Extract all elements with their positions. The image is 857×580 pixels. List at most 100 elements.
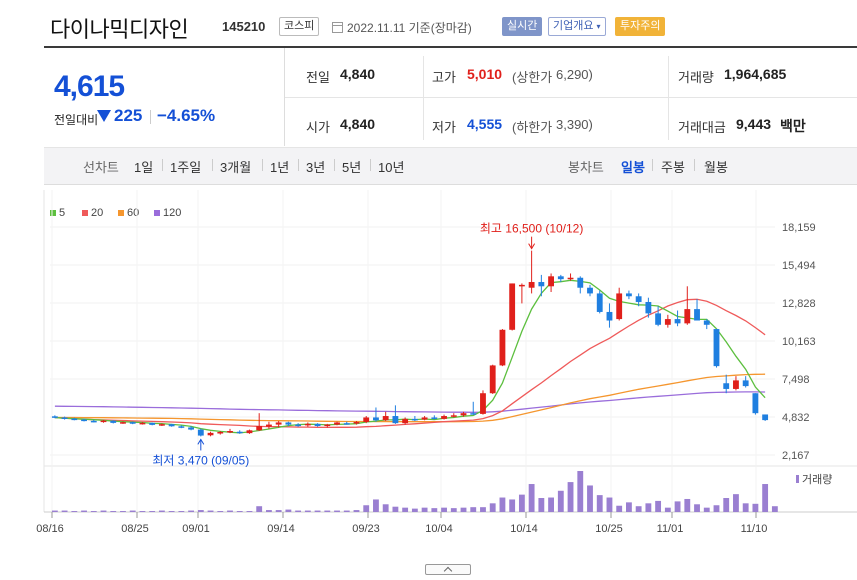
candle-body (557, 276, 564, 280)
x-tick-label: 08/25 (121, 523, 149, 535)
period-1d[interactable]: 1일 (134, 160, 154, 175)
candle-body (353, 422, 360, 424)
divider (285, 97, 857, 98)
candle-body (51, 416, 58, 418)
volume-bar (139, 511, 146, 512)
volume-bar (392, 506, 399, 512)
candle-body (489, 365, 496, 394)
candle-body (324, 424, 331, 427)
volume-bar (236, 511, 243, 512)
volume-bar (411, 508, 418, 512)
x-tick-label: 10/14 (510, 523, 538, 535)
divider (262, 159, 263, 171)
volume-bar (752, 503, 759, 512)
candle-body (733, 380, 739, 389)
caution-badge: 투자주의 (615, 17, 666, 36)
volume-bar (567, 482, 574, 512)
candle-body (71, 418, 78, 421)
volume-bar (538, 498, 545, 512)
upper-limit-label: (상한가 (512, 70, 553, 85)
candle-body (480, 393, 486, 414)
volume-bar (480, 507, 486, 512)
candle-weekly[interactable]: 주봉 (661, 160, 685, 175)
y-tick-label: 2,167 (782, 450, 810, 462)
period-10y[interactable]: 10년 (378, 160, 405, 175)
volume-bar (694, 504, 700, 512)
volume-bar (713, 505, 720, 512)
volume-bar (61, 510, 68, 512)
volume-bar (217, 511, 224, 512)
volume-bar (771, 506, 778, 512)
candle-body (450, 415, 457, 417)
volume-bar (655, 500, 662, 512)
volume-bar (120, 511, 126, 512)
divider (370, 159, 371, 171)
volume-bar (421, 507, 428, 512)
candle-body (382, 416, 389, 421)
volume-bar (635, 506, 642, 512)
candle-body (120, 422, 126, 424)
volume-bar (343, 510, 350, 512)
candle-body (694, 309, 700, 321)
company-overview-button[interactable]: 기업개요 ▾ (548, 17, 606, 36)
volume-bar (664, 507, 671, 512)
candle-daily[interactable]: 일봉 (621, 160, 645, 175)
volume-bar (557, 490, 564, 512)
period-3m[interactable]: 3개월 (220, 160, 252, 175)
realtime-button[interactable]: 실시간 (502, 17, 543, 36)
candle-body (411, 418, 418, 421)
volume-label: 거래량 (802, 473, 832, 486)
candle-body (703, 320, 710, 325)
candle-body (538, 282, 545, 287)
volume-bar (275, 510, 282, 512)
chart-toolbar (44, 147, 857, 185)
candle-body (713, 329, 720, 367)
x-tick-label: 10/25 (595, 523, 623, 535)
candle-body (587, 287, 593, 294)
volume-bar (733, 494, 739, 512)
volume-bar (100, 510, 107, 512)
candle-body (158, 424, 165, 426)
period-1w[interactable]: 1주일 (170, 160, 202, 175)
collapse-button[interactable] (425, 564, 471, 575)
volume-bar (168, 511, 175, 512)
candle-body (266, 424, 272, 427)
volume-bar (304, 510, 311, 512)
divider (334, 159, 335, 171)
candle-body (246, 430, 253, 434)
candle-body (635, 296, 642, 302)
candle-body (431, 417, 438, 419)
volume-bar (723, 498, 730, 512)
volume-bar (402, 507, 409, 512)
low-annotation: 최저 3,470 (09/05) (152, 453, 249, 467)
period-5y[interactable]: 5년 (342, 160, 362, 175)
divider (298, 159, 299, 171)
volume-bar (674, 501, 681, 512)
volume-bar (499, 497, 506, 512)
volume-bar (626, 502, 632, 512)
candle-body (509, 283, 516, 330)
candle-body (178, 426, 185, 428)
volume-bar (460, 507, 467, 512)
period-3y[interactable]: 3년 (306, 160, 326, 175)
amount-unit: 백만 (780, 118, 806, 134)
divider (423, 56, 424, 140)
market-badge: 코스피 (279, 17, 320, 36)
candle-body (752, 393, 759, 414)
divider (694, 159, 695, 171)
volume-bar (762, 484, 769, 512)
candle-body (207, 432, 214, 436)
volume-bar (324, 510, 331, 512)
candle-body (674, 319, 681, 324)
volume-bar (450, 508, 457, 512)
volume-bar (285, 509, 292, 512)
line-chart-label: 선차트 (83, 160, 119, 175)
period-1y[interactable]: 1년 (270, 160, 290, 175)
dropdown-caret-icon: ▾ (596, 22, 601, 31)
volume-bar (596, 495, 603, 512)
volume-bar (684, 498, 691, 512)
candle-monthly[interactable]: 월봉 (704, 160, 728, 175)
candle-body (227, 431, 233, 433)
volume-bar (149, 511, 156, 512)
